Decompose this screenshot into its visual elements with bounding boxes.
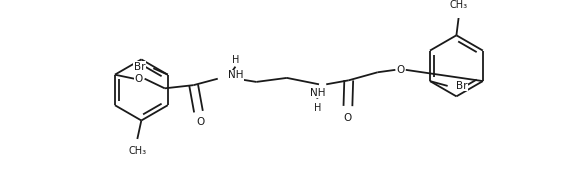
Text: Br: Br <box>456 81 467 91</box>
Text: NH: NH <box>310 88 325 97</box>
Text: Br: Br <box>134 62 145 72</box>
Text: NH: NH <box>228 70 244 81</box>
Text: O: O <box>344 113 352 123</box>
Text: O: O <box>396 65 404 75</box>
Text: CH₃: CH₃ <box>128 146 146 156</box>
Text: H: H <box>232 55 239 65</box>
Text: O: O <box>197 117 205 127</box>
Text: H: H <box>314 103 321 113</box>
Text: CH₃: CH₃ <box>450 0 468 10</box>
Text: O: O <box>135 74 143 84</box>
